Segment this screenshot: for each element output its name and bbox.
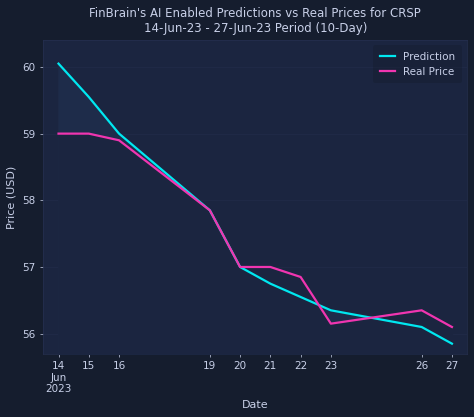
- Real Price: [298, 274, 303, 279]
- X-axis label: Date: Date: [242, 400, 269, 410]
- Real Price: [267, 264, 273, 269]
- Prediction: [55, 61, 61, 66]
- Real Price: [207, 208, 213, 213]
- Prediction: [298, 294, 303, 299]
- Prediction: [116, 131, 122, 136]
- Prediction: [419, 324, 425, 329]
- Line: Real Price: Real Price: [58, 133, 452, 327]
- Real Price: [449, 324, 455, 329]
- Real Price: [237, 264, 243, 269]
- Prediction: [207, 208, 213, 213]
- Real Price: [419, 308, 425, 313]
- Prediction: [328, 308, 334, 313]
- Real Price: [86, 131, 91, 136]
- Prediction: [449, 341, 455, 346]
- Prediction: [86, 95, 91, 100]
- Real Price: [55, 131, 61, 136]
- Y-axis label: Price (USD): Price (USD): [7, 166, 17, 229]
- Real Price: [328, 321, 334, 326]
- Line: Prediction: Prediction: [58, 64, 452, 344]
- Legend: Prediction, Real Price: Prediction, Real Price: [373, 45, 462, 83]
- Prediction: [267, 281, 273, 286]
- Prediction: [237, 264, 243, 269]
- Title: FinBrain's AI Enabled Predictions vs Real Prices for CRSP
14-Jun-23 - 27-Jun-23 : FinBrain's AI Enabled Predictions vs Rea…: [89, 7, 421, 35]
- Real Price: [116, 138, 122, 143]
